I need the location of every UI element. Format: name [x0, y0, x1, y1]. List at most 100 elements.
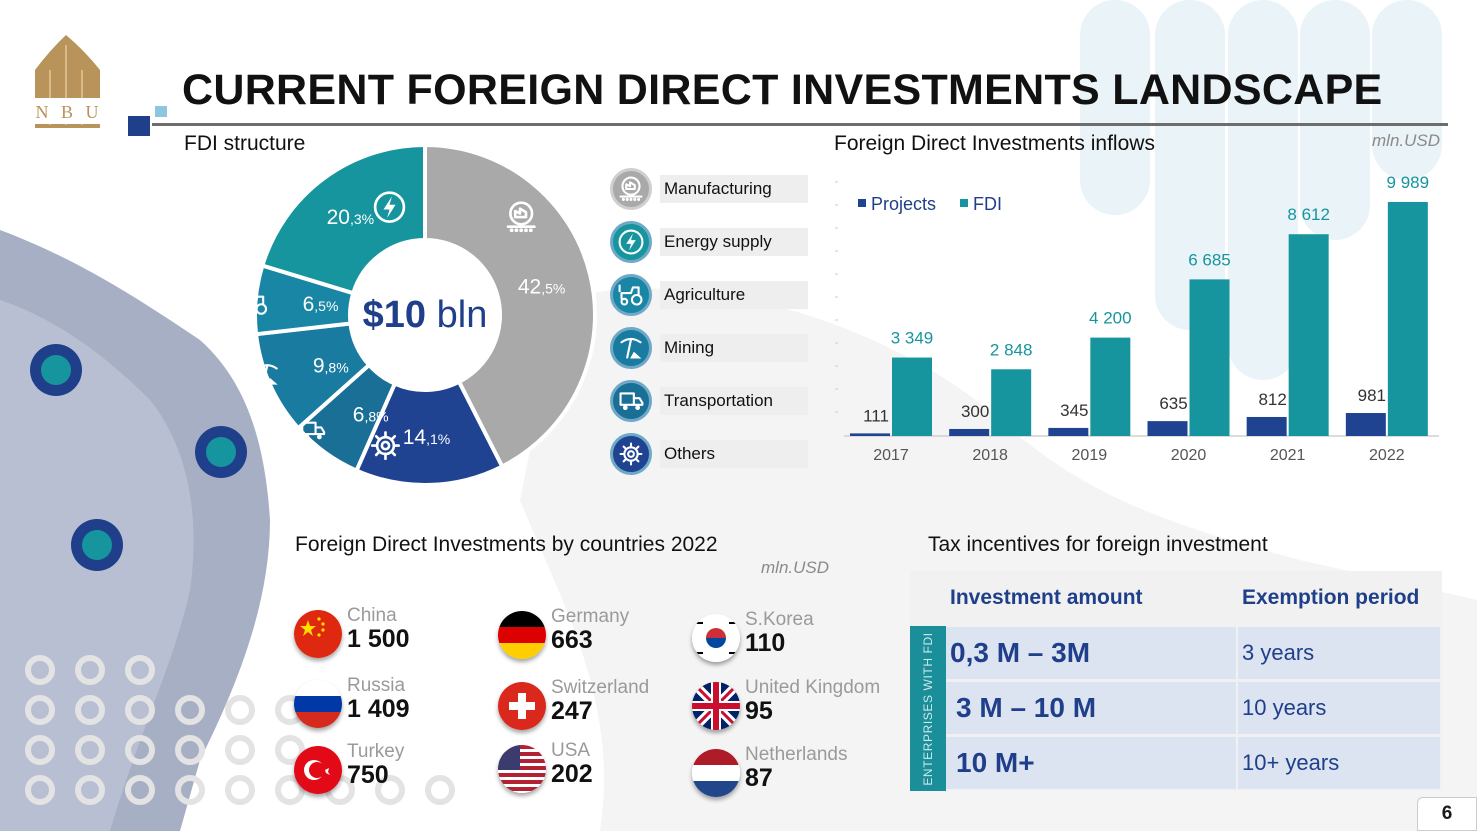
- tax-period: 10+ years: [1238, 737, 1440, 789]
- inflows-unit: mln.USD: [1372, 131, 1441, 150]
- donut-slice-label: 14,1%: [403, 426, 450, 449]
- bar-label-fdi: 3 349: [891, 329, 934, 348]
- country-name: China: [347, 605, 397, 626]
- donut-slice-label: 9,8%: [313, 354, 349, 377]
- legend-label: Energy supply: [660, 228, 808, 256]
- bar-label-projects: 812: [1258, 390, 1286, 409]
- tractor-icon: [610, 274, 652, 316]
- legend-label: Mining: [660, 334, 808, 362]
- country-s-korea: S.Korea 110: [692, 609, 892, 676]
- tax-amount: 3 M – 10 M: [946, 682, 1236, 734]
- map-markers: [30, 344, 247, 571]
- tractor-icon: [618, 284, 643, 306]
- pickaxe-icon: [610, 327, 652, 369]
- legend-swatch: [858, 199, 866, 207]
- donut-slice-label: 6,5%: [303, 293, 339, 316]
- tax-amount: 10 M+: [946, 737, 1236, 789]
- donut-center-unit: bln: [436, 294, 488, 336]
- page-title: CURRENT FOREIGN DIRECT INVESTMENTS LANDS…: [182, 66, 1383, 114]
- country-value: 1 500: [347, 625, 410, 653]
- bar-projects: [1246, 416, 1287, 436]
- factory-icon: [506, 201, 536, 233]
- russia-flag: [294, 680, 342, 728]
- gear-icon: [619, 442, 643, 466]
- tax-side-label: ENTERPRISES WITH FDI: [910, 626, 946, 791]
- country-value: 95: [745, 697, 773, 725]
- country-value: 87: [745, 764, 773, 792]
- gear-icon: [610, 433, 652, 475]
- korea-flag: [692, 614, 740, 662]
- china-flag: [294, 610, 342, 658]
- gear-icon: [370, 431, 400, 461]
- bar-projects: [1147, 421, 1188, 436]
- netherlands-flag: [692, 749, 740, 797]
- x-tick-label: 2021: [1270, 447, 1306, 464]
- legend-item-mining: Mining: [610, 327, 810, 369]
- x-tick-label: 2018: [972, 447, 1008, 464]
- donut-center-total: $10 bln: [340, 294, 510, 337]
- legend-item-others: Others: [610, 433, 810, 475]
- bar-label-fdi: 4 200: [1089, 309, 1132, 328]
- bar-label-projects: 635: [1159, 394, 1187, 413]
- truck-icon: [610, 380, 652, 422]
- bar-label-fdi: 2 848: [990, 340, 1033, 359]
- countries-unit: mln.USD: [761, 558, 830, 577]
- donut-slice-energy-supply: [259, 142, 427, 296]
- tax-row: 0,3 M – 3M 3 years: [946, 627, 1440, 679]
- donut-slice-label: 6,8%: [353, 404, 389, 427]
- fdi-structure-label: FDI structure: [184, 132, 306, 155]
- germany-flag: [498, 611, 546, 659]
- legend-series-label: FDI: [973, 194, 1002, 214]
- bar-label-fdi: 8 612: [1287, 205, 1330, 224]
- country-name: Netherlands: [745, 744, 848, 765]
- bar-fdi: [1387, 201, 1428, 436]
- bar-projects: [1048, 427, 1089, 436]
- lightning-icon: [373, 191, 406, 223]
- tax-header-period: Exemption period: [1242, 586, 1420, 609]
- country-china: China 1 500: [294, 605, 494, 672]
- truck-icon: [301, 421, 326, 440]
- logo-letter-b: B: [61, 102, 73, 122]
- country-turkey: Turkey 750: [294, 741, 494, 808]
- nbu-logo: N B U: [32, 35, 102, 128]
- tax-amount: 0,3 M – 3M: [946, 627, 1236, 679]
- bar-label-projects: 111: [863, 406, 889, 425]
- legend-label: Transportation: [660, 387, 808, 415]
- country-name: S.Korea: [745, 609, 814, 630]
- legend-swatch: [960, 199, 968, 207]
- x-tick-label: 2022: [1369, 447, 1405, 464]
- bar-fdi: [991, 369, 1032, 436]
- bar-fdi: [1189, 279, 1230, 436]
- country-value: 247: [551, 697, 593, 725]
- country-value: 1 409: [347, 695, 410, 723]
- usa-flag: [498, 745, 546, 793]
- country-value: 750: [347, 761, 389, 789]
- bar-label-fdi: 9 989: [1387, 173, 1430, 192]
- country-name: United Kingdom: [745, 677, 881, 698]
- legend-item-transportation: Transportation: [610, 380, 810, 422]
- switzerland-flag: [498, 682, 546, 730]
- factory-icon: [610, 168, 652, 210]
- title-square-dark: [128, 116, 150, 136]
- bar-label-fdi: 6 685: [1188, 250, 1231, 269]
- tax-row: 3 M – 10 M 10 years: [946, 682, 1440, 734]
- donut-slice-label: 20,3%: [327, 206, 374, 229]
- bar-fdi: [1288, 234, 1329, 436]
- fdi-inflows-bar-chart: 111 3 349 2017 300 2 848 2018 345 4 200 2019 635 6…: [835, 173, 1439, 464]
- legend-series-label: Projects: [871, 194, 936, 214]
- country-netherlands: Netherlands 87: [692, 744, 892, 811]
- country-name: USA: [551, 740, 591, 761]
- country-germany: Germany 663: [498, 606, 698, 673]
- factory-icon: [619, 176, 643, 201]
- tax-period: 10 years: [1238, 682, 1440, 734]
- bar-fdi: [892, 357, 932, 436]
- inflows-label: Foreign Direct Investments inflows: [834, 132, 1155, 155]
- bar-projects: [949, 428, 990, 436]
- countries-label: Foreign Direct Investments by countries …: [295, 533, 718, 556]
- country-switzerland: Switzerland 247: [498, 677, 698, 744]
- tax-header-amount: Investment amount: [950, 586, 1143, 609]
- title-underline: [152, 123, 1448, 126]
- tax-period: 3 years: [1238, 627, 1440, 679]
- donut-center-value: $10: [362, 294, 427, 336]
- tax-row: 10 M+ 10+ years: [946, 737, 1440, 789]
